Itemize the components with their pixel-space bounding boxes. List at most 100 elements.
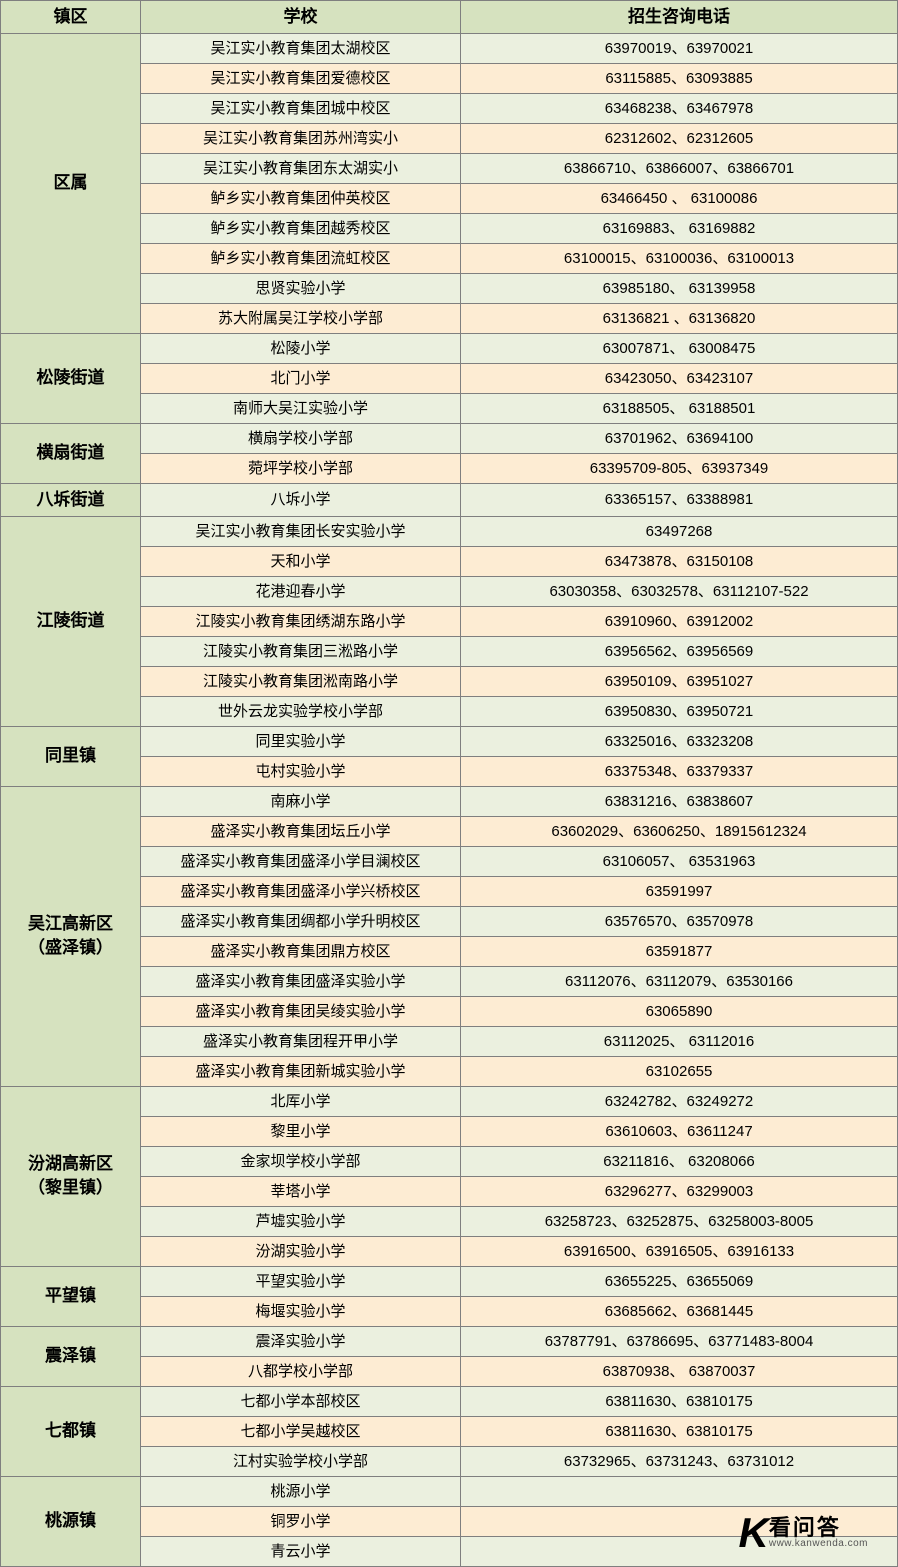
watermark-logo: K <box>739 1509 763 1557</box>
phone-cell: 63030358、63032578、63112107-522 <box>461 576 898 606</box>
school-cell: 南麻小学 <box>141 786 461 816</box>
phone-cell: 63242782、63249272 <box>461 1086 898 1116</box>
school-cell: 黎里小学 <box>141 1116 461 1146</box>
district-cell: 汾湖高新区（黎里镇） <box>1 1086 141 1266</box>
district-cell: 江陵街道 <box>1 516 141 726</box>
phone-cell: 63576570、63570978 <box>461 906 898 936</box>
phone-cell: 63591877 <box>461 936 898 966</box>
school-cell: 松陵小学 <box>141 333 461 363</box>
phone-cell: 63950830、63950721 <box>461 696 898 726</box>
phone-cell: 63211816、 63208066 <box>461 1146 898 1176</box>
phone-cell: 63950109、63951027 <box>461 666 898 696</box>
phone-cell: 63188505、 63188501 <box>461 393 898 423</box>
phone-cell: 63115885、63093885 <box>461 63 898 93</box>
school-cell: 平望实验小学 <box>141 1266 461 1296</box>
phone-cell: 63811630、63810175 <box>461 1386 898 1416</box>
school-cell: 八都学校小学部 <box>141 1356 461 1386</box>
phone-cell: 63655225、63655069 <box>461 1266 898 1296</box>
school-cell: 江陵实小教育集团淞南路小学 <box>141 666 461 696</box>
school-cell: 盛泽实小教育集团绸都小学升明校区 <box>141 906 461 936</box>
phone-cell: 62312602、62312605 <box>461 123 898 153</box>
school-cell: 南师大吴江实验小学 <box>141 393 461 423</box>
table-row: 八坼街道八坼小学63365157、63388981 <box>1 483 898 516</box>
school-cell: 吴江实小教育集团太湖校区 <box>141 33 461 63</box>
phone-cell: 63956562、63956569 <box>461 636 898 666</box>
school-cell: 吴江实小教育集团城中校区 <box>141 93 461 123</box>
table-row: 吴江高新区（盛泽镇）南麻小学63831216、63838607 <box>1 786 898 816</box>
school-cell: 震泽实验小学 <box>141 1326 461 1356</box>
phone-cell: 63787791、63786695、63771483-8004 <box>461 1326 898 1356</box>
school-cell: 菀坪学校小学部 <box>141 453 461 483</box>
school-cell: 花港迎春小学 <box>141 576 461 606</box>
district-cell: 八坼街道 <box>1 483 141 516</box>
school-cell: 盛泽实小教育集团盛泽小学兴桥校区 <box>141 876 461 906</box>
district-cell: 区属 <box>1 33 141 333</box>
school-cell: 盛泽实小教育集团新城实验小学 <box>141 1056 461 1086</box>
phone-cell: 63610603、63611247 <box>461 1116 898 1146</box>
phone-cell: 63102655 <box>461 1056 898 1086</box>
school-cell: 盛泽实小教育集团盛泽实验小学 <box>141 966 461 996</box>
phone-cell: 63325016、63323208 <box>461 726 898 756</box>
phone-cell: 63685662、63681445 <box>461 1296 898 1326</box>
school-cell: 桃源小学 <box>141 1476 461 1506</box>
school-contact-table: 镇区 学校 招生咨询电话 区属吴江实小教育集团太湖校区63970019、6397… <box>0 0 898 1567</box>
school-cell: 盛泽实小教育集团鼎方校区 <box>141 936 461 966</box>
school-cell: 盛泽实小教育集团盛泽小学目澜校区 <box>141 846 461 876</box>
header-phone: 招生咨询电话 <box>461 1 898 34</box>
district-cell: 七都镇 <box>1 1386 141 1476</box>
table-row: 汾湖高新区（黎里镇）北厍小学63242782、63249272 <box>1 1086 898 1116</box>
school-cell: 八坼小学 <box>141 483 461 516</box>
school-cell: 吴江实小教育集团东太湖实小 <box>141 153 461 183</box>
table-row: 横扇街道横扇学校小学部63701962、63694100 <box>1 423 898 453</box>
watermark-title: 看问答 <box>769 1516 868 1539</box>
header-district: 镇区 <box>1 1 141 34</box>
phone-cell: 63811630、63810175 <box>461 1416 898 1446</box>
district-cell: 平望镇 <box>1 1266 141 1326</box>
phone-cell: 63395709-805、63937349 <box>461 453 898 483</box>
phone-cell: 63100015、63100036、63100013 <box>461 243 898 273</box>
school-cell: 思贤实验小学 <box>141 273 461 303</box>
phone-cell: 63916500、63916505、63916133 <box>461 1236 898 1266</box>
district-cell: 桃源镇 <box>1 1476 141 1566</box>
school-cell: 鲈乡实小教育集团流虹校区 <box>141 243 461 273</box>
phone-cell: 63866710、63866007、63866701 <box>461 153 898 183</box>
school-cell: 吴江实小教育集团苏州湾实小 <box>141 123 461 153</box>
phone-cell: 63468238、63467978 <box>461 93 898 123</box>
phone-cell: 63473878、63150108 <box>461 546 898 576</box>
phone-cell: 63423050、63423107 <box>461 363 898 393</box>
school-cell: 北厍小学 <box>141 1086 461 1116</box>
table-row: 震泽镇震泽实验小学63787791、63786695、63771483-8004 <box>1 1326 898 1356</box>
school-cell: 鲈乡实小教育集团仲英校区 <box>141 183 461 213</box>
phone-cell: 63591997 <box>461 876 898 906</box>
school-cell: 屯村实验小学 <box>141 756 461 786</box>
phone-cell: 63701962、63694100 <box>461 423 898 453</box>
phone-cell: 63732965、63731243、63731012 <box>461 1446 898 1476</box>
phone-cell: 63602029、63606250、18915612324 <box>461 816 898 846</box>
phone-cell: 63365157、63388981 <box>461 483 898 516</box>
phone-cell: 63258723、63252875、63258003-8005 <box>461 1206 898 1236</box>
school-cell: 吴江实小教育集团爱德校区 <box>141 63 461 93</box>
school-cell: 梅堰实验小学 <box>141 1296 461 1326</box>
district-cell: 震泽镇 <box>1 1326 141 1386</box>
school-cell: 莘塔小学 <box>141 1176 461 1206</box>
school-cell: 七都小学吴越校区 <box>141 1416 461 1446</box>
school-cell: 世外云龙实验学校小学部 <box>141 696 461 726</box>
table-row: 区属吴江实小教育集团太湖校区63970019、63970021 <box>1 33 898 63</box>
school-cell: 苏大附属吴江学校小学部 <box>141 303 461 333</box>
school-cell: 青云小学 <box>141 1536 461 1566</box>
school-cell: 北门小学 <box>141 363 461 393</box>
watermark-url: www.kanwenda.com <box>769 1539 868 1550</box>
district-cell: 横扇街道 <box>1 423 141 483</box>
table-row: 平望镇平望实验小学63655225、63655069 <box>1 1266 898 1296</box>
phone-cell: 63970019、63970021 <box>461 33 898 63</box>
phone-cell: 63375348、63379337 <box>461 756 898 786</box>
district-cell: 吴江高新区（盛泽镇） <box>1 786 141 1086</box>
table-header-row: 镇区 学校 招生咨询电话 <box>1 1 898 34</box>
school-cell: 金家坝学校小学部 <box>141 1146 461 1176</box>
table-row: 桃源镇桃源小学 <box>1 1476 898 1506</box>
school-cell: 盛泽实小教育集团吴绫实验小学 <box>141 996 461 1026</box>
phone-cell: 63065890 <box>461 996 898 1026</box>
phone-cell: 63106057、 63531963 <box>461 846 898 876</box>
school-cell: 天和小学 <box>141 546 461 576</box>
district-cell: 松陵街道 <box>1 333 141 423</box>
